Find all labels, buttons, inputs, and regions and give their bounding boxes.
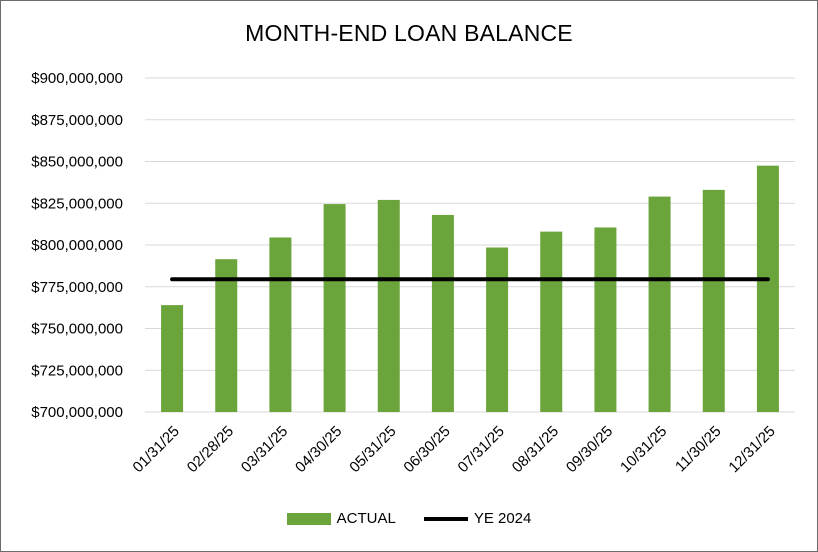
x-tick-label: 03/31/25: [238, 423, 291, 476]
bar: [756, 165, 779, 412]
x-tick-label: 06/30/25: [400, 423, 453, 476]
legend-swatch-ye-2024: [423, 516, 468, 521]
y-tick-label: $700,000,000: [31, 404, 123, 421]
x-tick-label: 12/31/25: [725, 423, 778, 476]
bar: [486, 247, 509, 412]
y-tick-label: $800,000,000: [31, 237, 123, 254]
x-tick-label: 09/30/25: [563, 423, 616, 476]
y-tick-label: $750,000,000: [31, 321, 123, 338]
legend-item-actual: ACTUAL: [286, 510, 396, 527]
legend-item-ye-2024: YE 2024: [423, 510, 532, 527]
legend-swatch-actual: [286, 512, 331, 525]
legend-label-actual: ACTUAL: [336, 510, 396, 527]
x-tick-label: 11/30/25: [672, 423, 725, 476]
y-tick-label: $725,000,000: [31, 362, 123, 379]
bar: [215, 259, 238, 412]
bar: [269, 237, 292, 412]
chart-title: MONTH-END LOAN BALANCE: [245, 20, 573, 46]
x-tick-label: 07/31/25: [455, 423, 508, 476]
bar: [594, 227, 617, 412]
x-tick-label: 04/30/25: [292, 423, 345, 476]
legend-label-ye-2024: YE 2024: [473, 510, 532, 527]
y-tick-label: $850,000,000: [31, 154, 123, 171]
bar: [540, 231, 563, 412]
y-tick-label: $900,000,000: [31, 70, 123, 87]
bar: [431, 214, 454, 412]
bar: [648, 196, 671, 412]
y-tick-label: $775,000,000: [31, 279, 123, 296]
y-tick-label: $875,000,000: [31, 112, 123, 129]
x-tick-label: 01/31/25: [130, 423, 183, 476]
bar: [323, 204, 346, 412]
x-tick-label: 10/31/25: [617, 423, 670, 476]
x-tick-label: 02/28/25: [184, 423, 237, 476]
x-tick-label: 05/31/25: [346, 423, 399, 476]
bar: [377, 199, 400, 412]
chart-legend: ACTUAL YE 2024: [0, 510, 818, 527]
x-tick-label: 08/31/25: [509, 423, 562, 476]
y-tick-label: $825,000,000: [31, 195, 123, 212]
bar: [702, 189, 725, 412]
bar: [161, 305, 184, 412]
